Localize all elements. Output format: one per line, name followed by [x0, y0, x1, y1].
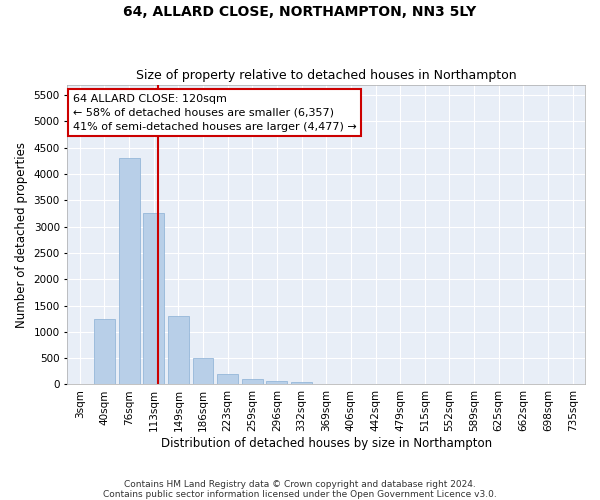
Bar — [94, 318, 115, 384]
Bar — [242, 379, 263, 384]
X-axis label: Distribution of detached houses by size in Northampton: Distribution of detached houses by size … — [161, 437, 492, 450]
Bar — [143, 214, 164, 384]
Bar — [168, 316, 189, 384]
Bar — [266, 380, 287, 384]
Title: Size of property relative to detached houses in Northampton: Size of property relative to detached ho… — [136, 69, 517, 82]
Text: 64, ALLARD CLOSE, NORTHAMPTON, NN3 5LY: 64, ALLARD CLOSE, NORTHAMPTON, NN3 5LY — [124, 5, 476, 19]
Bar — [217, 374, 238, 384]
Text: 64 ALLARD CLOSE: 120sqm
← 58% of detached houses are smaller (6,357)
41% of semi: 64 ALLARD CLOSE: 120sqm ← 58% of detache… — [73, 94, 356, 132]
Bar — [291, 382, 312, 384]
Text: Contains HM Land Registry data © Crown copyright and database right 2024.
Contai: Contains HM Land Registry data © Crown c… — [103, 480, 497, 499]
Bar — [119, 158, 140, 384]
Y-axis label: Number of detached properties: Number of detached properties — [15, 142, 28, 328]
Bar — [193, 358, 214, 384]
